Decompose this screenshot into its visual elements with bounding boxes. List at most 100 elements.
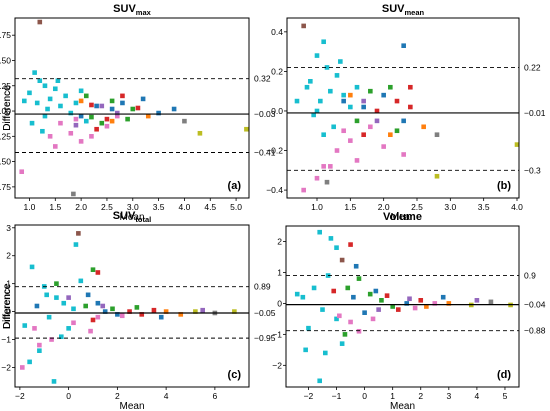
chart-1-title-main: SUV — [382, 3, 405, 15]
chart-3-point-9 — [320, 307, 325, 312]
chart-0-point-22 — [140, 96, 146, 102]
chart-2-point-17 — [95, 300, 101, 306]
chart-1-frame — [286, 17, 520, 199]
chart-1-point-6 — [334, 73, 340, 78]
chart-1-point-32 — [354, 158, 360, 163]
chart-1-xtick-label-4: 3.0 — [444, 202, 456, 212]
chart-0-point-13 — [21, 98, 27, 104]
chart-0-title-main: SUV — [113, 3, 136, 15]
chart-2-xtick-label-4: 6 — [213, 391, 218, 401]
chart-1-point-41 — [434, 132, 440, 138]
chart-0-point-56 — [171, 106, 177, 112]
chart-2-point-31 — [95, 314, 101, 320]
chart-0-xtick-label-6: 4.0 — [179, 202, 191, 212]
chart-0-point-27 — [109, 98, 115, 104]
chart-2-title-main: SUV — [113, 210, 136, 222]
chart-0-point-0 — [37, 19, 43, 25]
chart-0-point-3 — [42, 83, 48, 89]
chart-0-point-5 — [47, 96, 53, 102]
chart-3-xtick-label-5: 3 — [446, 391, 451, 401]
chart-2-point-45 — [200, 307, 205, 313]
chart-1-point-2 — [314, 53, 320, 58]
chart-3-point-21 — [362, 310, 367, 315]
chart-0-point-53 — [182, 118, 187, 124]
chart-1-point-18 — [381, 92, 386, 98]
chart-0-panel-label: (a) — [228, 180, 242, 192]
chart-0-point-20 — [94, 103, 99, 109]
chart-2-point-6 — [59, 334, 64, 340]
chart-1-point-17 — [314, 108, 320, 114]
chart-0-point-23 — [78, 113, 84, 119]
chart-0-xtick-label-5: 3.5 — [153, 202, 165, 212]
chart-2-point-43 — [158, 314, 164, 320]
chart-3-xtick-label-1: −1 — [332, 391, 342, 401]
chart-2-point-34 — [100, 303, 106, 309]
chart-3-point-12 — [317, 378, 322, 384]
chart-2-point-36 — [178, 312, 184, 317]
chart-0-point-2 — [37, 78, 43, 83]
chart-3-hline-label-2: −0.88 — [524, 326, 546, 336]
chart-1-ytick-label-1: 0.2 — [271, 66, 283, 76]
chart-3-ytick-label-4: −2 — [272, 360, 282, 370]
chart-3-ytick-label-0: 2 — [277, 236, 282, 246]
chart-0-point-40 — [89, 134, 94, 139]
chart-2-point-11 — [22, 323, 28, 328]
chart-0-hline-label-2: −0.41 — [254, 147, 276, 157]
chart-1-point-49 — [514, 142, 520, 147]
chart-2-title: SUVtotal — [113, 210, 151, 224]
chart-0-ylabel: Difference — [2, 85, 13, 131]
chart-0-point-54 — [71, 191, 76, 197]
chart-2-ylabel: Difference — [2, 283, 13, 329]
chart-1-panel-label: (b) — [497, 180, 511, 192]
chart-2-ytick-label-1: 2 — [6, 251, 11, 261]
chart-1-point-22 — [368, 88, 373, 94]
chart-3-xtick-label-7: 5 — [503, 391, 508, 401]
chart-1-point-16 — [338, 59, 343, 64]
chart-2-point-47 — [34, 303, 40, 309]
chart-0-point-57 — [244, 126, 249, 132]
chart-1-point-26 — [374, 108, 380, 114]
chart-0-frame — [14, 17, 250, 199]
chart-3-title: Volume — [383, 211, 422, 223]
chart-1-point-42 — [421, 124, 426, 130]
chart-1-xtick-label-2: 2.0 — [378, 202, 390, 212]
chart-1-point-10 — [331, 124, 336, 130]
chart-2-point-46 — [88, 328, 93, 334]
chart-2-point-41 — [27, 359, 32, 365]
chart-2-point-35 — [163, 309, 169, 314]
chart-2-point-40 — [20, 365, 25, 370]
chart-3-point-23 — [404, 301, 410, 306]
chart-0-point-42 — [104, 123, 110, 129]
chart-3-point-34 — [424, 304, 429, 309]
chart-2-hline-label-0: 0.89 — [254, 282, 271, 292]
chart-2-point-20 — [54, 281, 59, 286]
chart-1-point-36 — [341, 128, 346, 134]
chart-0-point-28 — [130, 106, 136, 112]
chart-3-point-20 — [351, 294, 356, 300]
chart-2-point-10 — [66, 326, 71, 331]
chart-0-point-37 — [68, 130, 74, 136]
chart-3-point-16 — [356, 276, 362, 281]
chart-0-title-sub: max — [136, 8, 152, 17]
chart-2-point-23 — [127, 309, 132, 314]
chart-0-point-43 — [73, 116, 79, 122]
panel-a: 0.32 −0.03 −0.41 1.0 1.5 2.0 2.5 3.0 3.5 4.0 4.5 5.… — [0, 3, 276, 223]
chart-3-point-3 — [339, 257, 345, 263]
chart-3-point-2 — [334, 245, 339, 250]
chart-0-point-14 — [78, 88, 84, 94]
chart-2-title-sub: total — [135, 215, 151, 224]
chart-3-point-41 — [342, 332, 348, 337]
chart-0-point-15 — [40, 128, 45, 134]
chart-0-point-25 — [109, 106, 115, 112]
chart-3-point-33 — [407, 296, 412, 302]
chart-1-point-48 — [401, 43, 406, 48]
chart-2-point-28 — [32, 326, 37, 331]
chart-0-point-49 — [78, 98, 84, 104]
chart-1-xtick-label-3: 2.5 — [411, 202, 423, 212]
chart-3-point-0 — [317, 229, 322, 235]
chart-0-point-51 — [145, 113, 151, 119]
chart-2-point-4 — [54, 295, 59, 300]
chart-1-ytick-label-0: 0.4 — [271, 27, 283, 37]
chart-3-frame — [285, 225, 520, 388]
chart-3-point-11 — [306, 325, 311, 331]
